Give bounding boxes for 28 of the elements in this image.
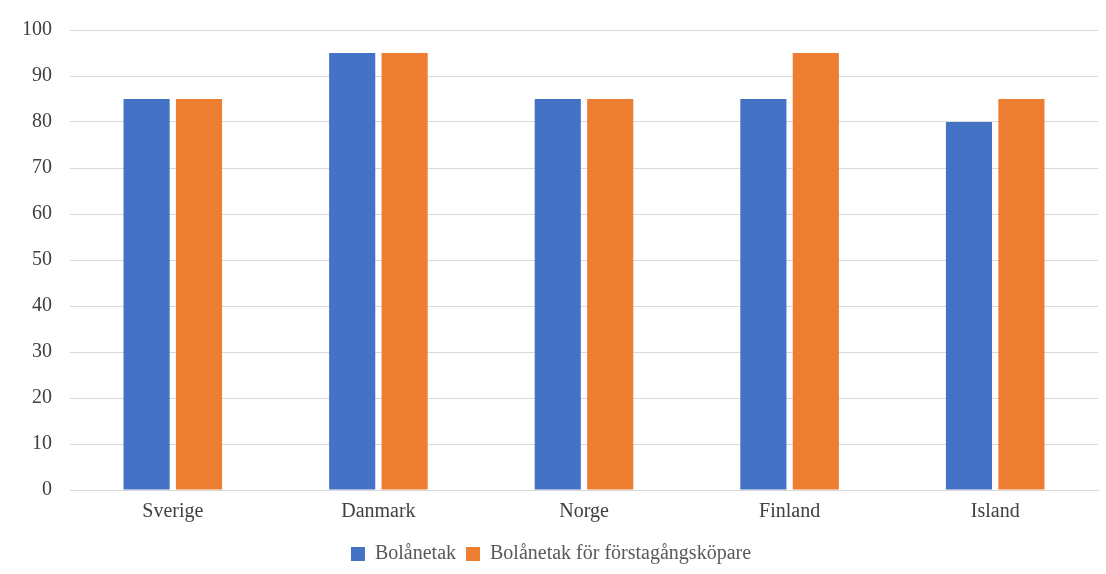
bar xyxy=(175,99,223,490)
x-tick-label: Finland xyxy=(759,499,821,522)
bar xyxy=(945,122,993,490)
x-tick-label: Danmark xyxy=(341,499,416,522)
bar xyxy=(329,53,376,490)
y-tick-label: 30 xyxy=(32,339,52,362)
x-tick-label: Norge xyxy=(559,499,609,523)
bar xyxy=(792,53,839,490)
bar xyxy=(534,99,581,490)
y-tick-label: 70 xyxy=(32,155,52,178)
legend-label: Bolånetak för förstagångsköpare xyxy=(490,541,752,565)
y-tick-label: 0 xyxy=(42,477,52,500)
legend-label: Bolånetak xyxy=(374,541,457,564)
x-tick-label: Island xyxy=(970,499,1020,522)
x-tick-label: Sverige xyxy=(142,499,204,523)
y-tick-label: 60 xyxy=(32,201,52,224)
y-tick-label: 10 xyxy=(32,431,52,454)
y-tick-label: 20 xyxy=(32,385,52,408)
bar xyxy=(587,99,634,490)
bar xyxy=(123,99,170,490)
y-tick-label: 80 xyxy=(32,109,52,132)
bar xyxy=(998,99,1045,490)
y-tick-label: 90 xyxy=(32,63,52,86)
y-tick-label: 100 xyxy=(22,17,52,40)
y-tick-label: 50 xyxy=(32,247,52,270)
bar xyxy=(740,99,787,490)
y-tick-label: 40 xyxy=(32,293,52,316)
bar xyxy=(381,53,428,490)
